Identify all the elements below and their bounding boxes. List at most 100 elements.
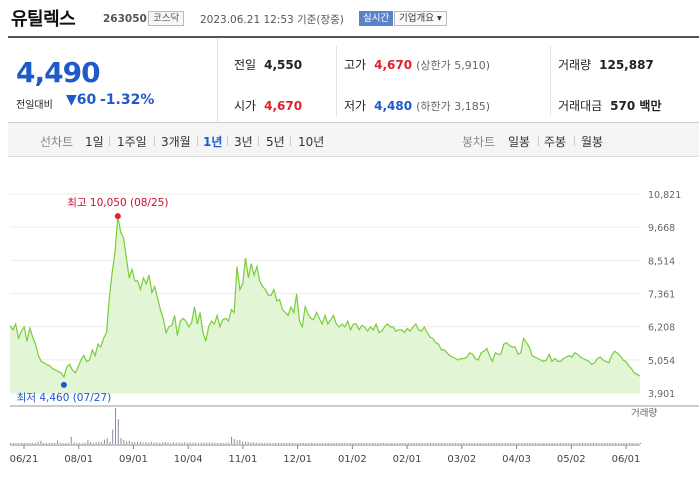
tab-5y[interactable]: 5년 <box>266 135 285 149</box>
volume-bar <box>322 443 324 444</box>
volume-bar <box>255 442 257 444</box>
volume-bar <box>244 441 246 444</box>
volume-bar <box>347 443 349 444</box>
tab-daily[interactable]: 일봉 <box>508 135 531 149</box>
volume-bar <box>499 443 501 444</box>
volume-bar <box>341 443 343 444</box>
volume-bar <box>106 438 108 444</box>
x-tick-label: 11/01 <box>228 454 257 465</box>
tab-3y[interactable]: 3년 <box>234 135 253 149</box>
x-tick-label: 05/02 <box>557 454 586 465</box>
tab-10y[interactable]: 10년 <box>298 135 325 149</box>
volume-bar <box>156 442 158 444</box>
volume-bar <box>275 442 277 444</box>
volume-bar <box>316 443 318 444</box>
volume-bar <box>377 443 379 444</box>
volume-bar <box>32 443 34 444</box>
volume-bar <box>427 443 429 444</box>
volume-bar <box>308 442 310 444</box>
volume-bar <box>360 443 362 444</box>
volume-bar <box>604 443 606 444</box>
volume-bar <box>26 443 28 444</box>
volume-bar <box>355 443 357 444</box>
chart-tabs: 선차트 1일 1주일 3개월 1년 3년 5년 10년 봉차트 일봉 주봉 월봉 <box>8 123 699 157</box>
volume-bar <box>477 443 478 444</box>
volume-bar <box>496 443 498 444</box>
volume-bar <box>181 442 183 444</box>
volume-bar <box>103 439 105 444</box>
volume-bar <box>587 443 589 444</box>
volume-bar <box>233 439 235 444</box>
volume-bar <box>336 443 338 444</box>
quote-panel: 4,490 전일대비 ▼60 -1.32% 전일 4,550 고가 4,670 (상한… <box>8 36 699 123</box>
volume-bar <box>562 443 564 444</box>
volume-bar <box>391 443 393 444</box>
volume-bar <box>162 442 163 444</box>
volume-bar <box>515 443 517 444</box>
volume-bar <box>142 442 144 444</box>
volume-bar <box>612 443 614 444</box>
tab-1d[interactable]: 1일 <box>85 135 104 149</box>
tab-1w[interactable]: 1주일 <box>117 135 147 149</box>
tab-1y[interactable]: 1년 <box>203 135 223 149</box>
volume-bar <box>485 443 487 444</box>
volume-bar <box>374 443 376 444</box>
volume-bar <box>214 442 216 444</box>
volume-bar <box>637 443 639 444</box>
volume-bar <box>192 442 194 444</box>
volume-bar <box>59 443 61 444</box>
volume-bar <box>40 440 42 444</box>
volume-bar <box>344 443 346 444</box>
volume-bar <box>220 442 221 444</box>
volume-bar <box>258 442 260 444</box>
stock-header: 유틸렉스 263050 코스닥 2023.06.21 12:53 기준(장중) … <box>0 0 699 36</box>
tab-separator <box>258 136 259 146</box>
volume-bar <box>178 442 180 444</box>
volume-bar <box>48 443 50 444</box>
volume-bar <box>590 443 592 444</box>
volume-bar <box>383 443 384 444</box>
realtime-badge[interactable]: 실시간 <box>359 11 394 26</box>
volume-bar <box>139 441 141 444</box>
volume-bar <box>305 443 307 444</box>
volume-bar <box>507 443 509 444</box>
volume-bar <box>45 443 47 444</box>
price-area <box>10 216 640 393</box>
candle-chart-label: 봉차트 <box>462 135 496 149</box>
volume-bar <box>582 443 583 444</box>
tab-separator <box>290 136 291 146</box>
tab-weekly[interactable]: 주봉 <box>544 135 567 149</box>
price-box: 4,490 전일대비 ▼60 -1.32% <box>8 38 218 123</box>
volume-bar <box>197 442 199 444</box>
volume-bar <box>631 443 633 444</box>
volume-bar <box>12 442 14 444</box>
tab-3m[interactable]: 3개월 <box>161 135 191 149</box>
volume-bar <box>546 443 548 444</box>
volume-bar <box>510 443 512 444</box>
volume-bar <box>195 442 197 444</box>
tab-monthly[interactable]: 월봉 <box>581 135 604 149</box>
volume-bar <box>615 443 617 444</box>
volume-bar <box>65 443 67 444</box>
stock-name: 유틸렉스 <box>11 9 76 30</box>
corp-info-dropdown[interactable]: 기업개요 ▾ <box>394 11 447 26</box>
volume-bar <box>297 442 299 444</box>
volume-bar <box>148 442 150 444</box>
price-chart-svg: 10,821 9,668 8,514 7,361 6,208 5,054 3,901 거래량… <box>9 190 699 465</box>
volume-bar <box>518 443 520 444</box>
tab-separator <box>154 136 155 146</box>
volume-bar <box>532 443 534 444</box>
y-tick-label: 3,901 <box>648 389 675 400</box>
y-tick-label: 8,514 <box>648 256 675 267</box>
min-annotation: 최저 4,460 (07/27) <box>17 392 112 404</box>
tab-separator <box>227 136 228 146</box>
volume-bar <box>452 443 454 444</box>
volume-bar <box>416 443 418 444</box>
tab-separator <box>197 136 198 146</box>
volume-bar <box>349 443 351 444</box>
volume-bar <box>421 443 423 444</box>
volume-bar <box>535 443 536 444</box>
volume-bar <box>211 442 213 444</box>
stock-code: 263050 <box>103 13 147 25</box>
volume-bar <box>145 442 147 444</box>
